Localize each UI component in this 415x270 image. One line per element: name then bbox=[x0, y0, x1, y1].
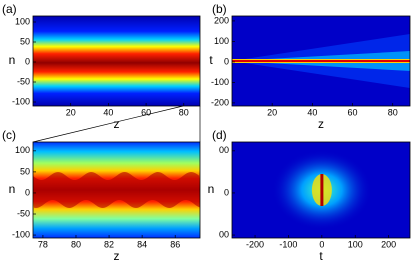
panel-label: (d) bbox=[212, 128, 227, 142]
y-tick-label: 100 bbox=[214, 36, 229, 46]
x-tick-label: 78 bbox=[38, 239, 48, 249]
y-tick-label: 0 bbox=[25, 56, 30, 66]
x-tick-label: 86 bbox=[170, 239, 180, 249]
x-axis-label: z bbox=[318, 117, 324, 131]
y-tick-label: 200 bbox=[214, 15, 229, 25]
x-tick-label: 60 bbox=[141, 107, 151, 117]
y-tick-label: -50 bbox=[17, 76, 30, 86]
x-tick-label: -100 bbox=[279, 239, 297, 249]
heatmap bbox=[33, 172, 200, 208]
y-tick-label: 0 bbox=[224, 187, 229, 197]
y-axis-label: n bbox=[208, 182, 215, 196]
x-tick-label: 80 bbox=[388, 107, 398, 117]
y-tick-label: -100 bbox=[12, 229, 30, 239]
x-tick-label: 60 bbox=[348, 107, 358, 117]
y-tick-label: 50 bbox=[20, 166, 30, 176]
x-tick-label: 82 bbox=[104, 239, 114, 249]
x-axis-label: t bbox=[319, 249, 323, 263]
y-tick-label: 00 bbox=[219, 145, 229, 155]
y-axis-label: t bbox=[209, 53, 213, 67]
y-tick-label: 100 bbox=[15, 145, 30, 155]
heatmap bbox=[232, 60, 410, 62]
x-tick-label: 80 bbox=[71, 239, 81, 249]
y-axis-label: n bbox=[9, 182, 16, 196]
x-tick-label: 20 bbox=[267, 107, 277, 117]
panel-label: (b) bbox=[212, 2, 227, 16]
plot-frame bbox=[32, 15, 201, 107]
panel-label: (a) bbox=[2, 2, 17, 16]
plot-frame bbox=[231, 15, 411, 107]
y-tick-label: -100 bbox=[12, 96, 30, 106]
x-tick-label: 40 bbox=[307, 107, 317, 117]
plot-frame bbox=[231, 141, 411, 239]
y-axis-label: n bbox=[9, 53, 16, 67]
x-tick-label: 200 bbox=[381, 239, 396, 249]
zoom-line bbox=[32, 105, 184, 143]
x-tick-label: 40 bbox=[103, 107, 113, 117]
y-tick-label: 100 bbox=[15, 16, 30, 26]
plot-frame bbox=[32, 141, 201, 239]
heatmap bbox=[33, 16, 200, 106]
x-axis-label: z bbox=[114, 249, 120, 263]
x-tick-label: 84 bbox=[137, 239, 147, 249]
x-tick-label: 20 bbox=[66, 107, 76, 117]
y-tick-label: -50 bbox=[17, 208, 30, 218]
y-tick-label: -200 bbox=[211, 97, 229, 107]
y-tick-label: 00 bbox=[219, 229, 229, 239]
x-tick-label: 0 bbox=[319, 239, 324, 249]
y-tick-label: 0 bbox=[224, 56, 229, 66]
y-tick-label: -100 bbox=[211, 77, 229, 87]
x-tick-label: -200 bbox=[246, 239, 264, 249]
x-tick-label: 100 bbox=[348, 239, 363, 249]
y-tick-label: 50 bbox=[20, 36, 30, 46]
y-tick-label: 0 bbox=[25, 187, 30, 197]
panel-label: (c) bbox=[2, 128, 16, 142]
heatmap bbox=[320, 174, 324, 206]
x-axis-label: z bbox=[114, 117, 120, 131]
x-tick-label: 80 bbox=[179, 107, 189, 117]
